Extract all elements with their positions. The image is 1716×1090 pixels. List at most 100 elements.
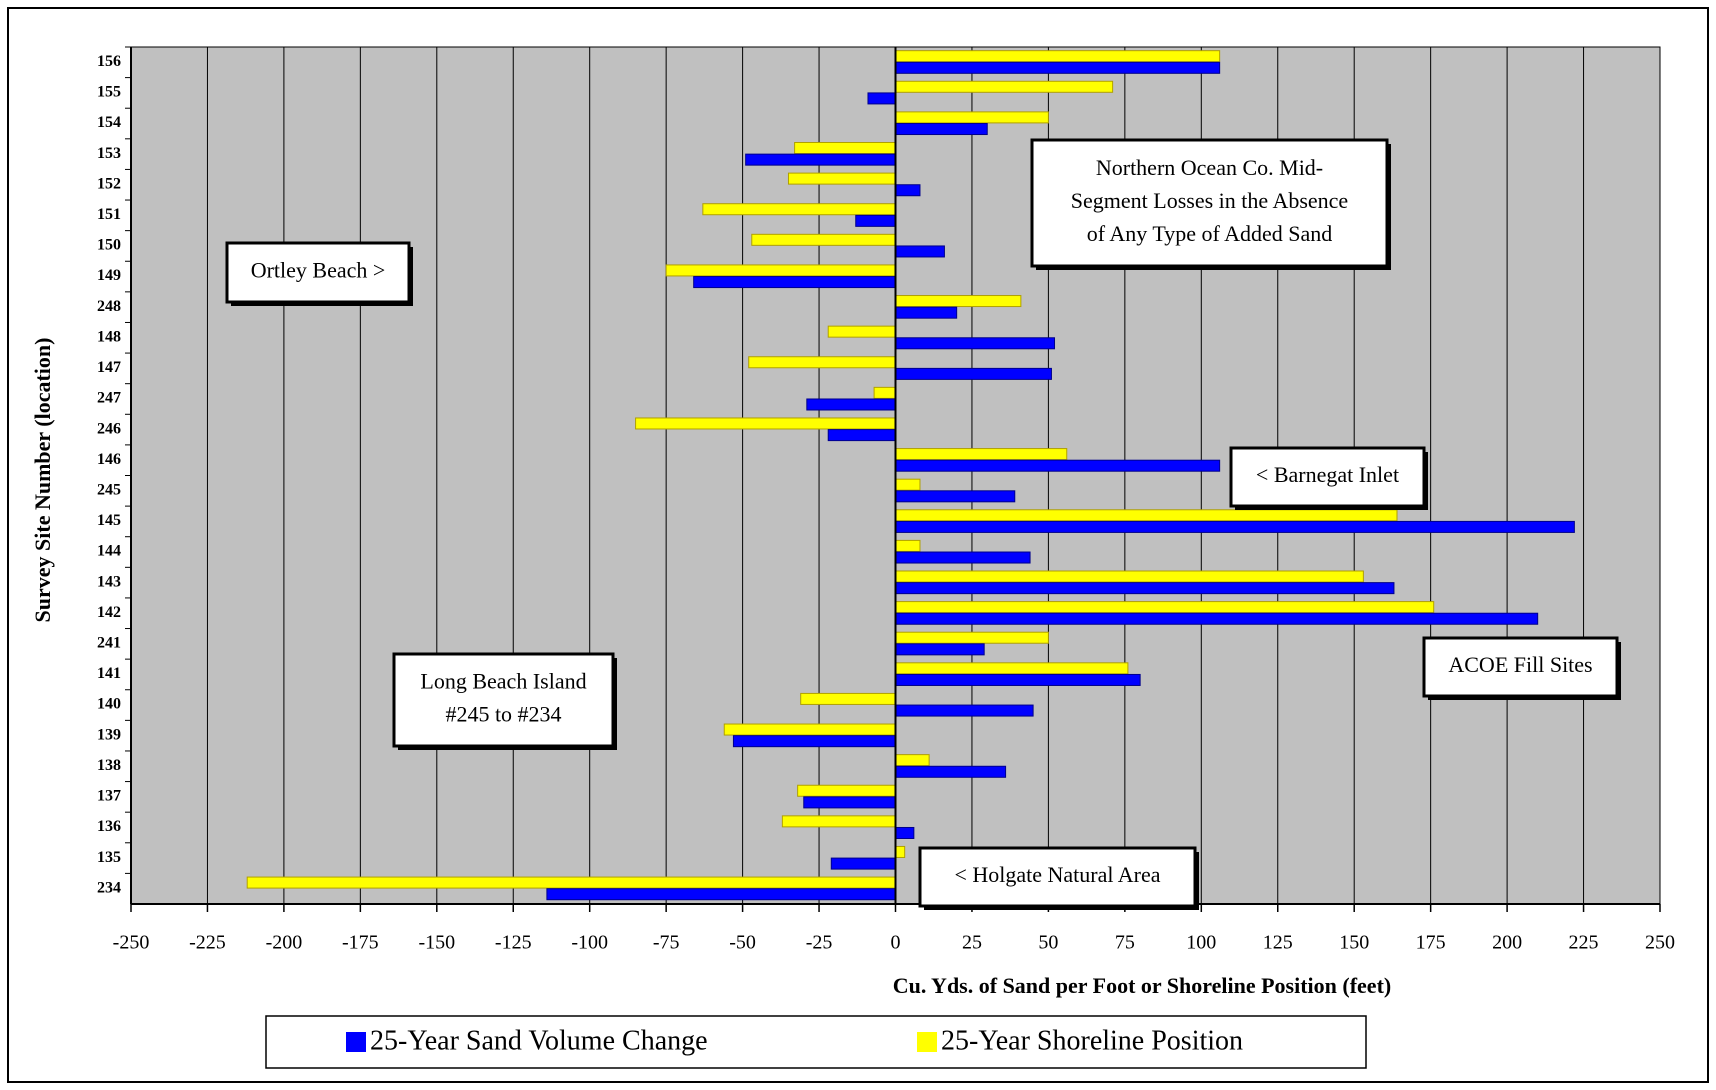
x-tick-label: 50 xyxy=(1038,932,1058,954)
x-tick-label: -125 xyxy=(495,932,532,954)
y-tick-label: 141 xyxy=(97,665,121,682)
y-tick-label: 138 xyxy=(97,757,121,774)
y-tick-label: 241 xyxy=(97,635,121,652)
x-tick-label: 150 xyxy=(1339,932,1369,954)
x-tick-label: 200 xyxy=(1492,932,1522,954)
x-tick-label: -200 xyxy=(266,932,303,954)
x-tick-label: 0 xyxy=(891,932,901,954)
y-tick-label: 149 xyxy=(97,267,121,284)
bar xyxy=(895,662,1129,675)
bar xyxy=(895,295,1022,308)
x-tick-label: -175 xyxy=(342,932,379,954)
legend-label: 25-Year Shoreline Position xyxy=(941,1025,1243,1056)
bar xyxy=(546,888,896,901)
y-tick-label: 144 xyxy=(97,543,121,560)
bar xyxy=(895,612,1539,625)
y-tick-label: 148 xyxy=(97,328,121,345)
y-tick-label: 152 xyxy=(97,175,121,192)
bar xyxy=(895,704,1034,717)
bar xyxy=(246,876,897,889)
bar xyxy=(895,337,1056,350)
bar xyxy=(895,551,1031,564)
bar xyxy=(895,490,1016,503)
x-tick-label: -100 xyxy=(571,932,608,954)
bar xyxy=(895,245,945,258)
bar xyxy=(895,367,1052,380)
x-tick-label: -150 xyxy=(418,932,455,954)
bar xyxy=(895,673,1141,686)
y-tick-label: 139 xyxy=(97,726,121,743)
annotation-text: Long Beach Island xyxy=(420,669,586,694)
annotation-box xyxy=(1030,138,1389,268)
y-tick-label: 137 xyxy=(97,788,121,805)
y-tick-label: 136 xyxy=(97,818,121,835)
bar xyxy=(895,306,958,319)
bar xyxy=(895,123,988,136)
bar xyxy=(895,601,1435,614)
bar xyxy=(748,356,896,369)
annotation-box xyxy=(1422,636,1619,698)
y-tick-label: 156 xyxy=(97,53,121,70)
bar xyxy=(895,754,930,767)
x-tick-label: 225 xyxy=(1569,932,1599,954)
annotation-text: < Barnegat Inlet xyxy=(1256,462,1399,487)
bar xyxy=(895,448,1068,461)
annotation-text: Segment Losses in the Absence xyxy=(1071,188,1348,213)
bar xyxy=(895,582,1395,595)
x-tick-label: 125 xyxy=(1263,932,1293,954)
bar xyxy=(794,141,896,155)
annotation-box xyxy=(1229,446,1426,508)
annotation-text: #245 to #234 xyxy=(445,702,561,727)
y-tick-label: 246 xyxy=(97,420,121,437)
bar xyxy=(895,643,985,656)
legend-box xyxy=(265,1015,1367,1069)
y-tick-label: 247 xyxy=(97,390,121,407)
y-tick-label: 245 xyxy=(97,481,121,498)
y-tick-label: 143 xyxy=(97,573,121,590)
x-axis-title: Cu. Yds. of Sand per Foot or Shoreline P… xyxy=(893,973,1391,998)
x-tick-label: 175 xyxy=(1416,932,1446,954)
annotation-text: Ortley Beach > xyxy=(251,258,386,283)
y-tick-label: 146 xyxy=(97,451,121,468)
bar xyxy=(895,826,915,840)
bar xyxy=(732,735,897,748)
bar xyxy=(895,50,1221,63)
annotation-box xyxy=(225,241,411,304)
bar xyxy=(895,459,1221,472)
bar xyxy=(665,264,897,277)
bar xyxy=(855,214,896,227)
bar xyxy=(751,233,896,246)
annotation-text: ACOE Fill Sites xyxy=(1448,652,1592,677)
bar xyxy=(895,61,1221,74)
bar xyxy=(797,784,896,797)
bar xyxy=(723,723,897,736)
x-tick-label: 75 xyxy=(1115,932,1135,954)
bar xyxy=(827,429,896,442)
bar xyxy=(895,520,1575,533)
bar xyxy=(693,276,896,289)
annotation-box xyxy=(392,652,615,748)
y-tick-label: 135 xyxy=(97,849,121,866)
bar xyxy=(873,386,896,399)
y-tick-label: 153 xyxy=(97,145,121,162)
annotation-text: < Holgate Natural Area xyxy=(954,862,1160,887)
x-tick-label: -25 xyxy=(806,932,833,954)
y-tick-label: 154 xyxy=(97,114,121,131)
bar xyxy=(800,692,897,705)
bar xyxy=(745,153,897,166)
annotation-text: of Any Type of Added Sand xyxy=(1087,221,1333,246)
bar xyxy=(895,478,921,491)
bar xyxy=(806,398,896,411)
bar xyxy=(827,325,896,338)
bar xyxy=(895,509,1398,522)
y-tick-label: 151 xyxy=(97,206,121,223)
legend-label: 25-Year Sand Volume Change xyxy=(370,1025,708,1056)
bar xyxy=(895,570,1364,583)
bar xyxy=(803,796,897,809)
x-tick-label: 100 xyxy=(1186,932,1216,954)
bar xyxy=(895,539,921,552)
x-tick-label: -250 xyxy=(113,932,150,954)
bar xyxy=(867,92,897,105)
bar xyxy=(895,184,921,197)
